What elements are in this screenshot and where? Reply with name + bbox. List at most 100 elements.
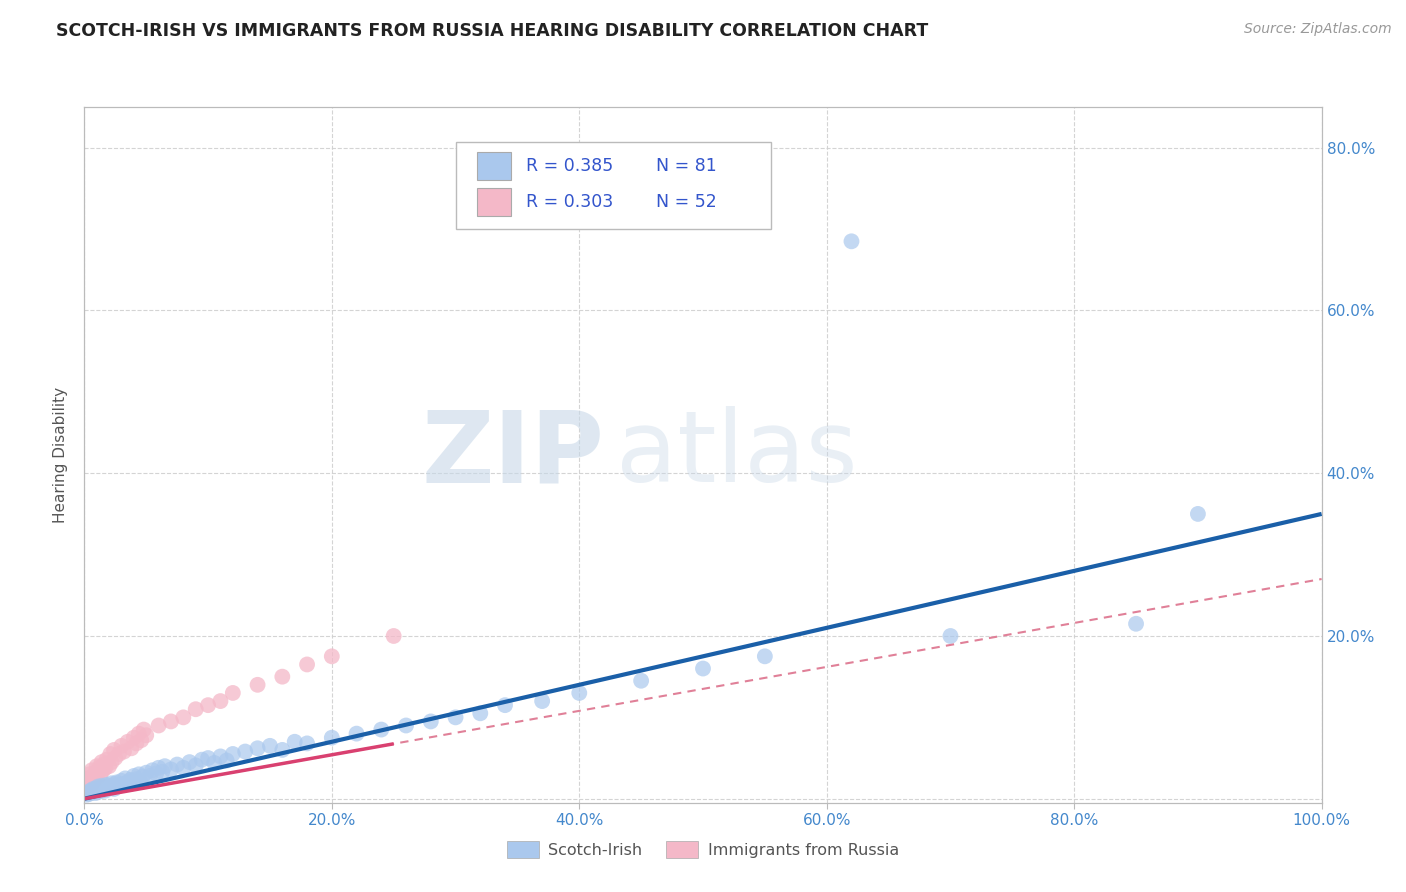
Point [114, 772, 136, 786]
Point [295, 736, 318, 750]
Point [129, 774, 152, 789]
Point [153, 759, 176, 773]
Point [444, 710, 467, 724]
Point [86, 772, 108, 786]
Point [83, 782, 105, 797]
Point [110, 773, 132, 788]
Point [87, 780, 110, 794]
Point [79, 787, 101, 801]
Point [179, 755, 201, 769]
Point [271, 670, 294, 684]
Point [90, 755, 112, 769]
Point [150, 764, 173, 779]
Point [209, 749, 232, 764]
Point [141, 764, 163, 778]
Point [494, 698, 516, 713]
Point [321, 649, 343, 664]
Point [939, 629, 962, 643]
Point [1187, 507, 1209, 521]
Point [145, 766, 167, 780]
Point [135, 765, 157, 780]
Point [94, 761, 117, 775]
Point [98, 747, 121, 761]
Point [76, 775, 98, 789]
Point [79, 781, 101, 796]
Point [86, 781, 108, 796]
Text: atlas: atlas [616, 407, 858, 503]
Point [197, 698, 219, 713]
Point [97, 780, 120, 795]
Point [754, 649, 776, 664]
Point [209, 694, 232, 708]
Point [184, 758, 207, 772]
Point [76, 780, 98, 794]
Text: Source: ZipAtlas.com: Source: ZipAtlas.com [1244, 22, 1392, 37]
Point [87, 764, 110, 779]
Point [271, 743, 294, 757]
Point [120, 772, 142, 787]
Point [79, 786, 101, 800]
Point [135, 728, 157, 742]
FancyBboxPatch shape [456, 142, 770, 229]
Point [96, 778, 118, 792]
Point [77, 772, 100, 786]
Point [91, 780, 114, 795]
Point [191, 753, 214, 767]
Point [112, 777, 135, 791]
Point [128, 726, 150, 740]
Point [1125, 616, 1147, 631]
Point [79, 773, 101, 788]
Point [321, 731, 343, 745]
Point [77, 785, 100, 799]
Point [470, 706, 492, 721]
Point [160, 714, 183, 729]
Point [103, 743, 125, 757]
Point [100, 776, 122, 790]
Point [91, 764, 114, 778]
Point [184, 702, 207, 716]
Point [93, 781, 115, 796]
Point [692, 661, 714, 675]
Point [166, 757, 188, 772]
Point [246, 741, 269, 756]
Legend: Scotch-Irish, Immigrants from Russia: Scotch-Irish, Immigrants from Russia [501, 835, 905, 864]
Point [93, 757, 115, 772]
Point [82, 781, 104, 796]
Point [284, 735, 307, 749]
Point [80, 770, 103, 784]
Text: N = 52: N = 52 [657, 194, 717, 211]
Point [172, 761, 194, 775]
Text: R = 0.385: R = 0.385 [526, 157, 613, 175]
Point [202, 756, 225, 770]
Point [89, 784, 111, 798]
Point [82, 785, 104, 799]
Point [122, 731, 145, 745]
Point [79, 783, 101, 797]
Point [112, 745, 135, 759]
Point [77, 781, 100, 796]
Point [120, 741, 142, 756]
Point [148, 761, 170, 775]
Point [89, 781, 111, 796]
Point [370, 723, 392, 737]
Point [79, 767, 101, 781]
Point [110, 739, 132, 753]
Point [105, 775, 128, 789]
Point [96, 753, 118, 767]
Text: ZIP: ZIP [422, 407, 605, 503]
Point [83, 769, 105, 783]
Point [98, 781, 121, 796]
Text: R = 0.303: R = 0.303 [526, 194, 613, 211]
Point [132, 723, 155, 737]
Point [197, 751, 219, 765]
Point [295, 657, 318, 672]
Point [84, 786, 107, 800]
Y-axis label: Hearing Disability: Hearing Disability [53, 387, 69, 523]
Point [108, 779, 131, 793]
Point [103, 781, 125, 796]
Point [89, 767, 111, 781]
Point [89, 761, 111, 775]
Point [117, 775, 139, 789]
Point [79, 777, 101, 791]
Point [86, 759, 108, 773]
